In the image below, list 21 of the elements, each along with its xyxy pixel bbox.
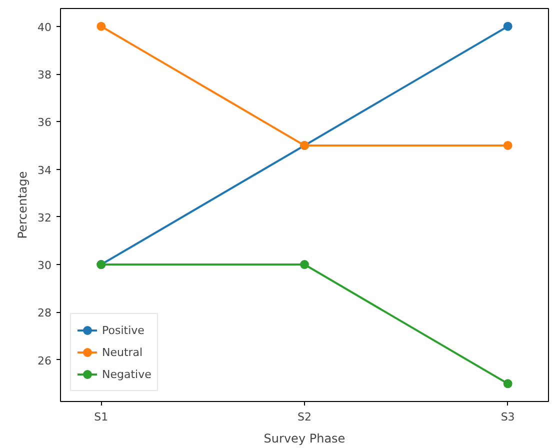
x-axis-title: Survey Phase [264, 432, 346, 446]
y-tick-label: 38 [38, 68, 52, 82]
x-tick-label: S3 [500, 410, 515, 424]
y-tick-label: 26 [38, 354, 52, 368]
legend-label: Negative [102, 368, 152, 380]
y-tick-label: 28 [38, 306, 52, 320]
legend-label: Neutral [102, 346, 143, 358]
point [503, 379, 512, 388]
point [96, 22, 106, 31]
y-tick-label: 34 [38, 164, 52, 177]
point [300, 260, 309, 270]
legend-label: Positive [102, 324, 144, 336]
point [503, 140, 512, 150]
x-tick-label: S1 [94, 410, 108, 424]
y-tick-label: 36 [38, 116, 52, 130]
point [503, 22, 512, 31]
y-axis-title: Percentage [16, 171, 30, 239]
y-tick-label: 32 [38, 211, 52, 224]
y-tick-label: 30 [38, 259, 52, 272]
y-tick-label: 40 [38, 20, 52, 34]
x-tick-label: S2 [298, 410, 312, 424]
